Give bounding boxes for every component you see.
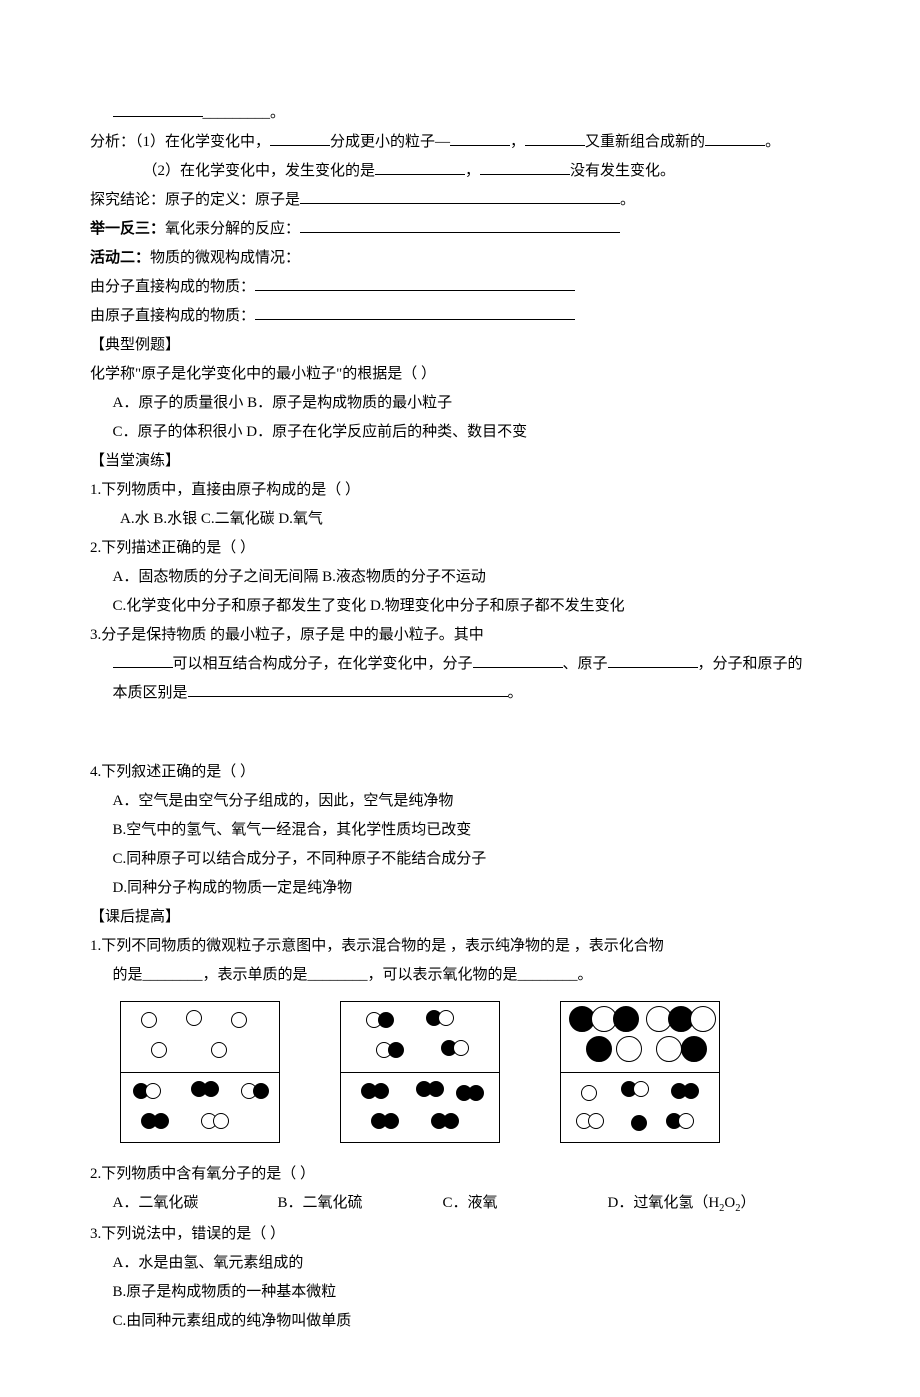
- option: B.空气中的氢气、氧气一经混合，其化学性质均已改变: [90, 817, 830, 844]
- option-row: A．二氧化碳 B．二氧化硫 C．液氧 D．过氧化氢（H2O2）: [90, 1190, 830, 1219]
- particle-diagrams: [120, 1001, 830, 1143]
- text-line: 的是________，表示单质的是________，可以表示氧化物的是_____…: [90, 962, 830, 989]
- question: 化学称"原子是化学变化中的最小粒子"的根据是（ ）: [90, 361, 830, 388]
- section-header: 【课后提高】: [90, 904, 830, 931]
- text-line: 由原子直接构成的物质：: [90, 303, 830, 330]
- text-line: 本质区别是。: [90, 680, 830, 707]
- diagram-3: [560, 1001, 720, 1143]
- option: A．原子的质量很小 B．原子是构成物质的最小粒子: [90, 390, 830, 417]
- text-line: 举一反三：氧化汞分解的反应：: [90, 216, 830, 243]
- question: 4.下列叙述正确的是（ ）: [90, 759, 830, 786]
- option: A．水是由氢、氧元素组成的: [90, 1250, 830, 1277]
- option: C．原子的体积很小 D．原子在化学反应前后的种类、数目不变: [90, 419, 830, 446]
- question: 3.下列说法中，错误的是（ ）: [90, 1221, 830, 1248]
- section-header: 【典型例题】: [90, 332, 830, 359]
- text-line: （2）在化学变化中，发生变化的是，没有发生变化。: [90, 158, 830, 185]
- option: D.同种分子构成的物质一定是纯净物: [90, 875, 830, 902]
- text-line: 可以相互结合构成分子，在化学变化中，分子、原子，分子和原子的: [90, 651, 830, 678]
- text-line: 探究结论：原子的定义：原子是。: [90, 187, 830, 214]
- option: A．固态物质的分子之间无间隔 B.液态物质的分子不运动: [90, 564, 830, 591]
- question: 3.分子是保持物质 的最小粒子，原子是 中的最小粒子。其中: [90, 622, 830, 649]
- question: 2.下列物质中含有氧分子的是（ ）: [90, 1161, 830, 1188]
- option: A.水 B.水银 C.二氧化碳 D.氧气: [90, 506, 830, 533]
- diagram-1: [120, 1001, 280, 1143]
- option: C.同种原子可以结合成分子，不同种原子不能结合成分子: [90, 846, 830, 873]
- text-line: 分析：（1）在化学变化中，分成更小的粒子—，又重新组合成新的。: [90, 129, 830, 156]
- text-line: 由分子直接构成的物质：: [90, 274, 830, 301]
- question: 1.下列不同物质的微观粒子示意图中，表示混合物的是 ，表示纯净物的是 ，表示化合…: [90, 933, 830, 960]
- text-line: 活动二：物质的微观构成情况：: [90, 245, 830, 272]
- option: A．空气是由空气分子组成的，因此，空气是纯净物: [90, 788, 830, 815]
- option: C.化学变化中分子和原子都发生了变化 D.物理变化中分子和原子都不发生变化: [90, 593, 830, 620]
- question: 1.下列物质中，直接由原子构成的是（ ）: [90, 477, 830, 504]
- diagram-2: [340, 1001, 500, 1143]
- option: C.由同种元素组成的纯净物叫做单质: [90, 1308, 830, 1335]
- section-header: 【当堂演练】: [90, 448, 830, 475]
- text-line: _________。: [90, 100, 830, 127]
- question: 2.下列描述正确的是（ ）: [90, 535, 830, 562]
